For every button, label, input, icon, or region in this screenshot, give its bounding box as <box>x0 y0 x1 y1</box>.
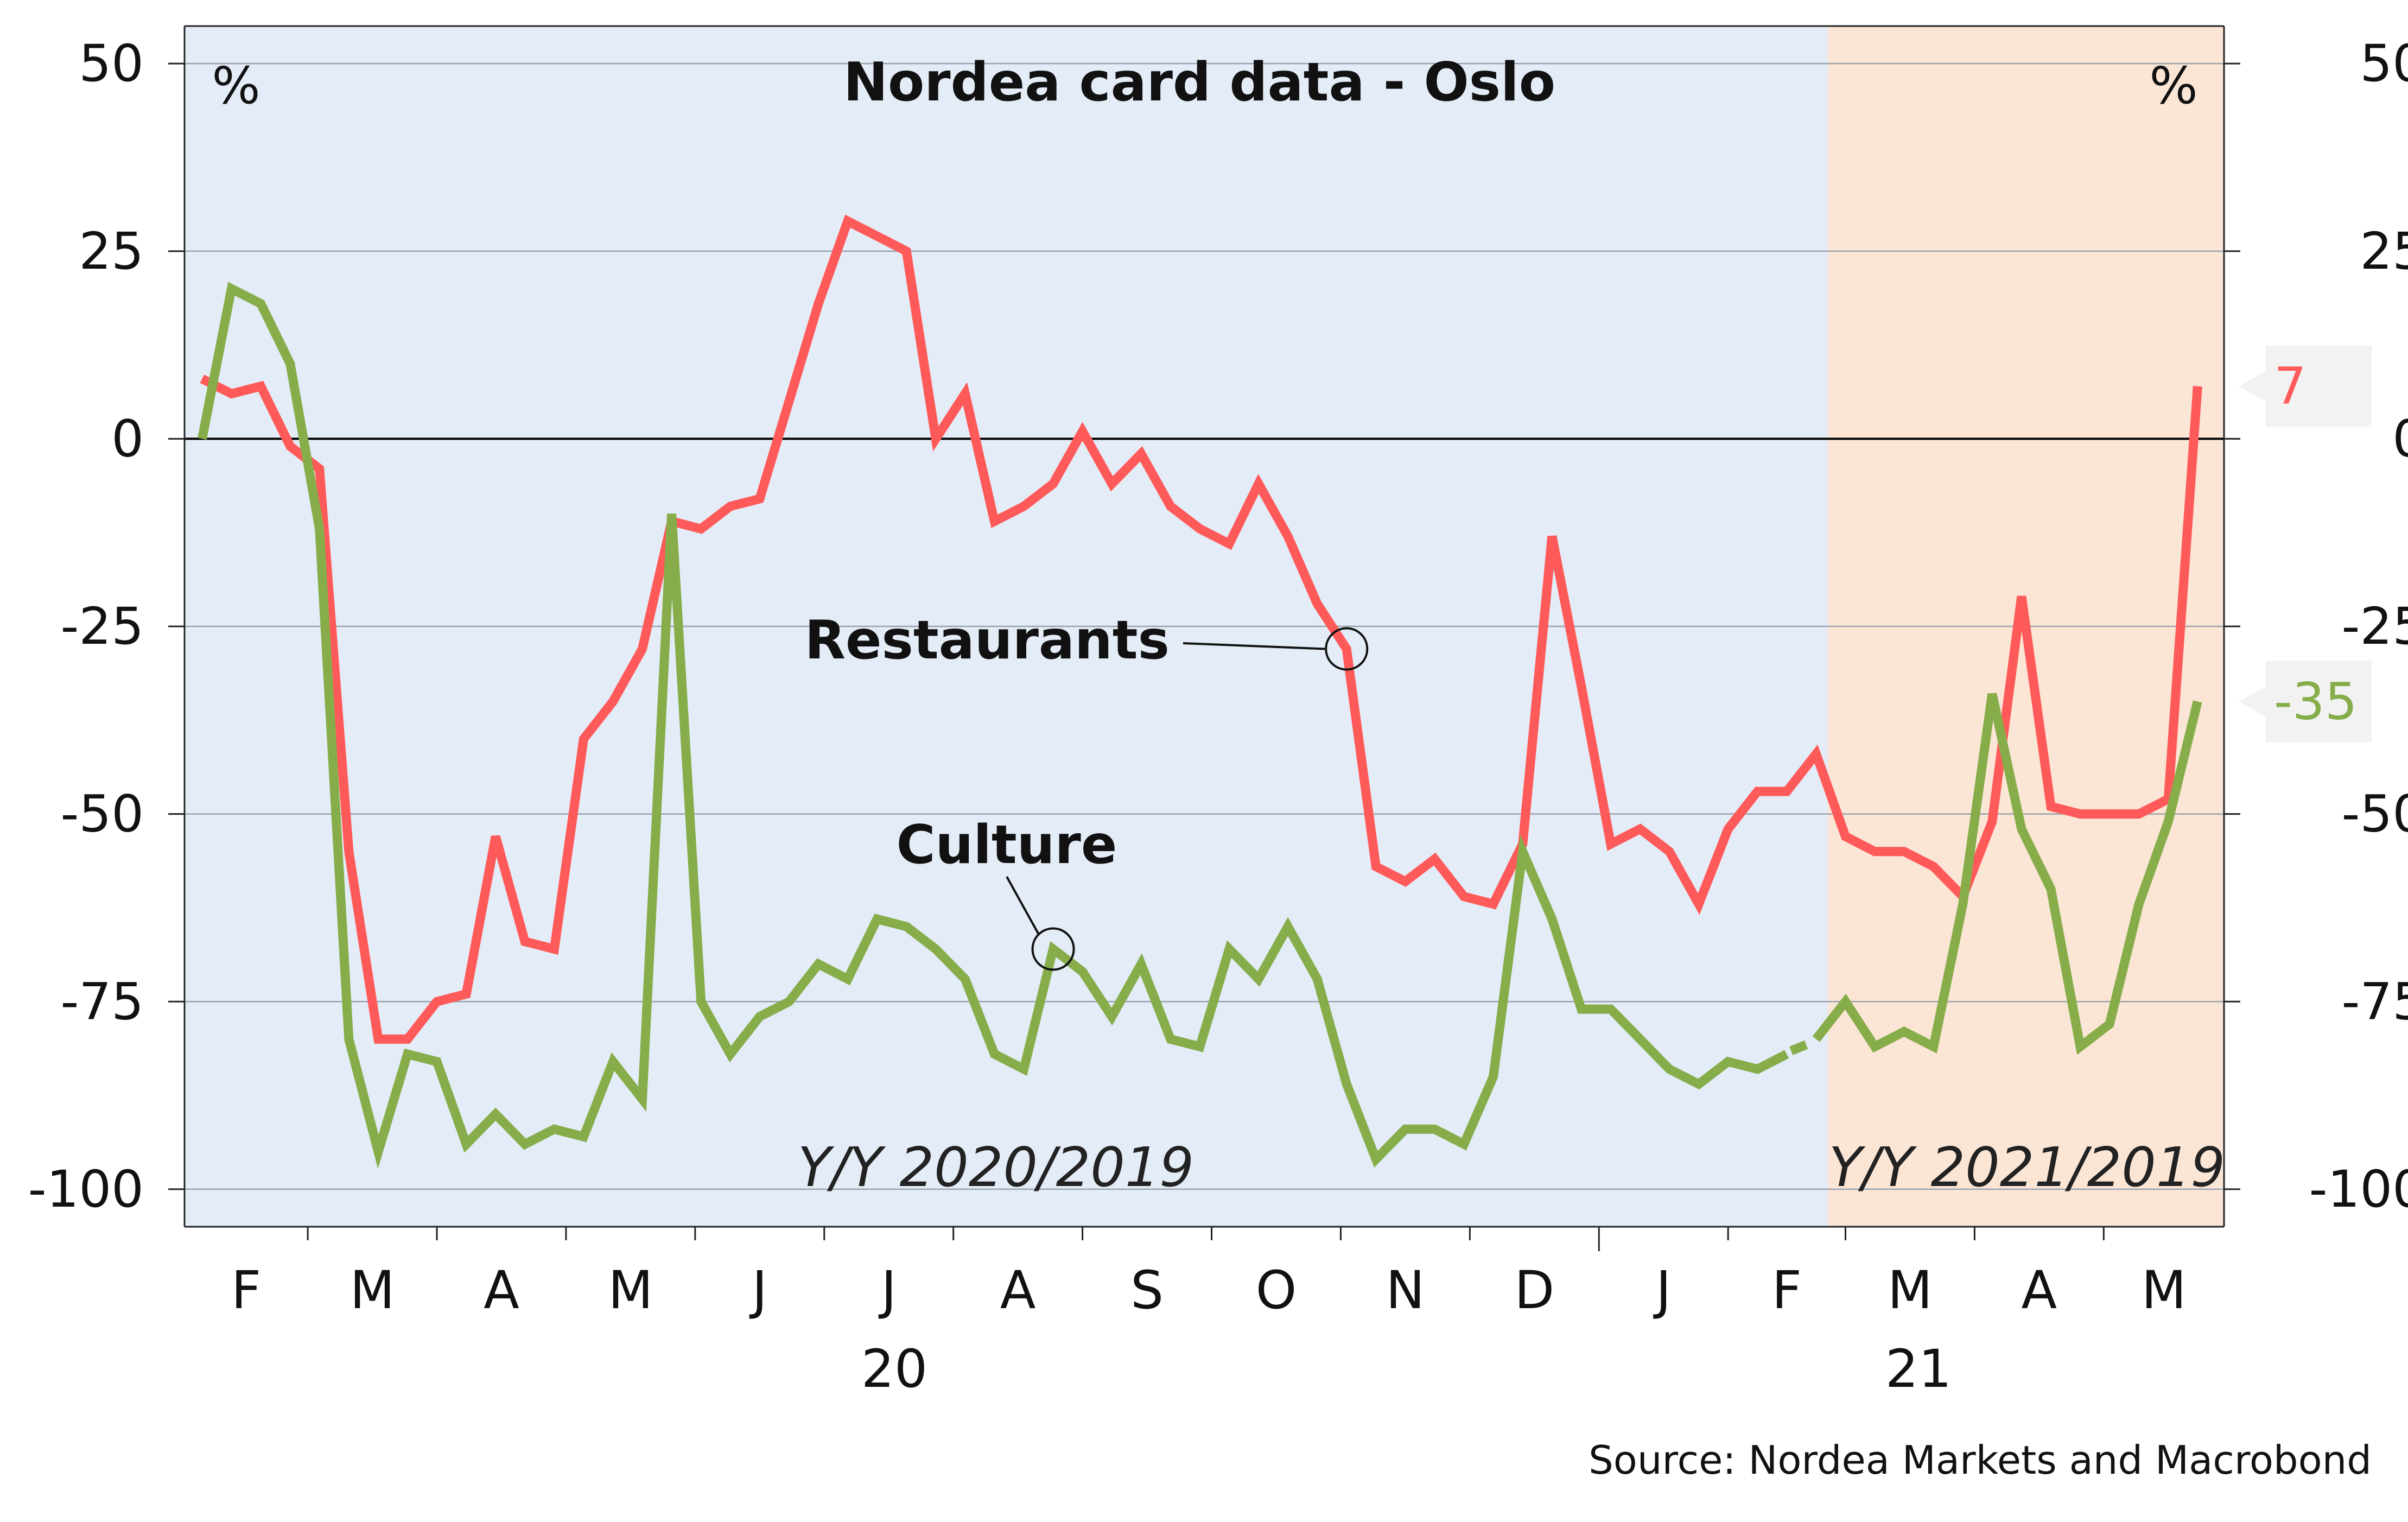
y-tick-label-right: -75 <box>2341 972 2408 1031</box>
end-value-pointer <box>2239 686 2266 717</box>
x-tick-label: A <box>2022 1260 2057 1321</box>
y-tick-label-left: -100 <box>28 1160 144 1219</box>
x-tick-label: J <box>879 1260 897 1321</box>
source-note: Source: Nordea Markets and Macrobond <box>1589 1437 2372 1483</box>
unit-right-label: % <box>2149 56 2197 116</box>
y-tick-label-right: 25 <box>2360 222 2408 281</box>
y-tick-label-right: -25 <box>2341 597 2408 656</box>
annotation-leader-restaurants <box>1183 642 1325 650</box>
x-tick-label: J <box>1653 1260 1671 1321</box>
annotation-marker-culture <box>1031 927 1075 971</box>
series-gap-culture <box>1789 1038 1814 1055</box>
x-tick-label: M <box>350 1260 395 1321</box>
series-line-culture <box>1812 693 2202 1055</box>
x-tick-label: D <box>1514 1260 1554 1321</box>
annotations <box>1006 627 1369 971</box>
x-tick-label: M <box>2142 1260 2187 1321</box>
series-lines <box>198 214 2202 1169</box>
y-tick-label-right: -100 <box>2309 1160 2408 1219</box>
y-tick-label-right: 0 <box>2392 409 2408 468</box>
period-label-2021: Y/Y 2021/2019 <box>1829 1136 2225 1199</box>
chart-text: Nordea card data - Oslo % % Y/Y 2020/201… <box>212 52 2372 1483</box>
unit-left-label: % <box>212 56 260 116</box>
x-tick-label: S <box>1130 1260 1164 1321</box>
y-tick-label-left: -75 <box>60 972 144 1031</box>
y-tick-label-right: -50 <box>2341 785 2408 844</box>
x-tick-label: J <box>749 1260 767 1321</box>
y-tick-label-left: -50 <box>60 785 144 844</box>
gridlines <box>185 62 2224 1190</box>
end-value-box <box>2266 345 2372 427</box>
y-tick-label-left: 0 <box>111 409 144 468</box>
end-value-box <box>2266 661 2372 743</box>
x-tick-label: O <box>1256 1260 1297 1321</box>
x-tick-label: M <box>1888 1260 1933 1321</box>
series-line-restaurants <box>200 214 2202 1044</box>
period-label-2020: Y/Y 2020/2019 <box>798 1136 1194 1199</box>
x-tick-label: A <box>484 1260 519 1321</box>
x-tick-label: N <box>1386 1260 1425 1321</box>
y-tick-label-left: 25 <box>79 222 144 281</box>
annotation-culture: Culture <box>897 814 1117 876</box>
y-tick-label-left: -25 <box>60 597 144 656</box>
annotation-marker-restaurants <box>1325 627 1369 671</box>
year-label-20: 20 <box>861 1339 927 1399</box>
end-value-label: -35 <box>2274 672 2358 731</box>
end-value-pointer <box>2239 371 2266 402</box>
y-tick-label-left: 50 <box>79 34 144 93</box>
x-tick-label: M <box>608 1260 653 1321</box>
axes: 50 50 25 25 0 0 -25 -25 -50 -50 -75 -75 -100 -100 F M A M… <box>28 25 2408 1321</box>
end-value-label: 7 <box>2274 357 2307 416</box>
x-tick-label: F <box>231 1260 261 1321</box>
chart-title: Nordea card data - Oslo <box>843 52 1555 113</box>
y-tick-label-right: 50 <box>2360 34 2408 93</box>
x-tick-label: F <box>1772 1260 1802 1321</box>
annotation-restaurants: Restaurants <box>805 610 1170 671</box>
series-line-culture <box>198 282 1789 1169</box>
annotation-leader-culture <box>1006 876 1040 936</box>
x-tick-label: A <box>1000 1260 1036 1321</box>
year-label-21: 21 <box>1885 1339 1952 1399</box>
